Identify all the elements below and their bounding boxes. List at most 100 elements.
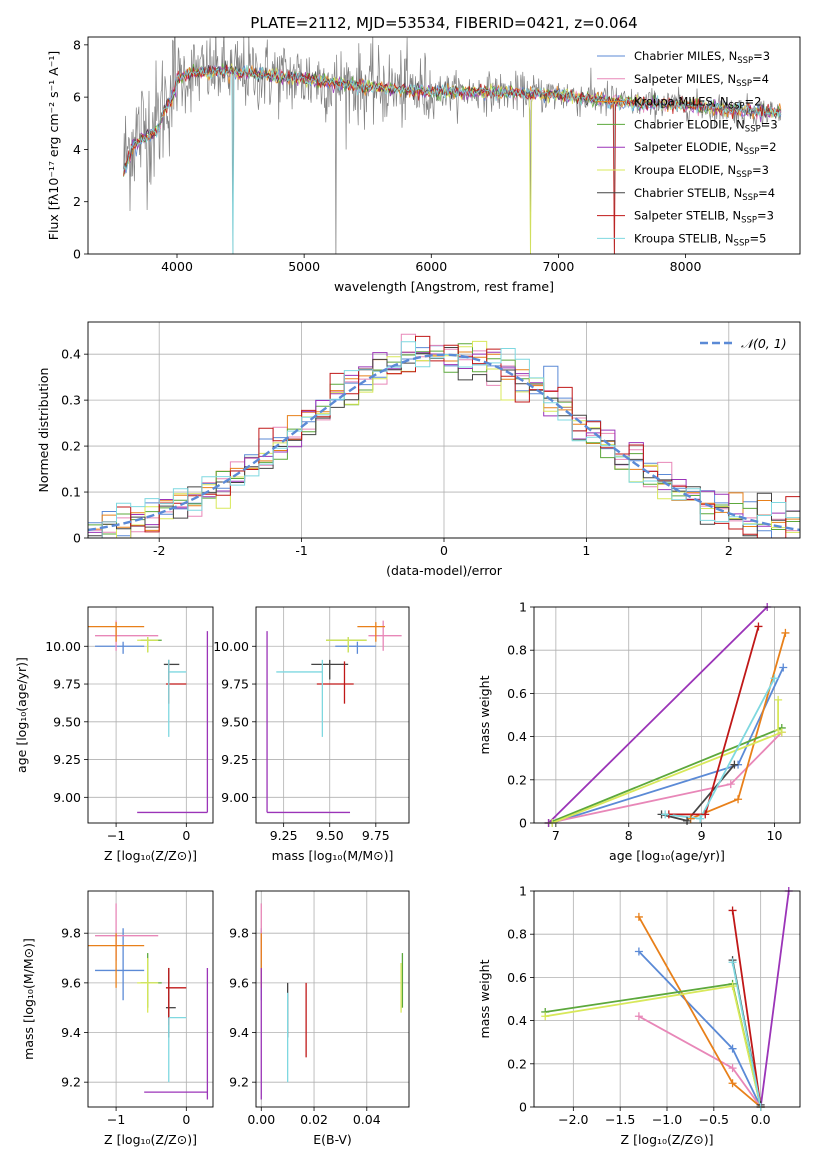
- weight-marker: [734, 795, 743, 804]
- weight-marker: [728, 1064, 737, 1073]
- grid: [256, 891, 409, 1107]
- y-tick-label: 9.00: [221, 790, 249, 805]
- y-axis-label: Flux [fλ10⁻¹⁷ erg cm⁻² s⁻¹ A⁻¹]: [46, 51, 61, 240]
- x-tick-label: -1: [295, 543, 307, 558]
- weight-line: [690, 632, 787, 820]
- weight-marker: [781, 628, 790, 637]
- y-axis-label: mass weight: [477, 959, 492, 1038]
- weight-marker: [696, 814, 705, 823]
- y-tick-label: 0.3: [61, 393, 81, 408]
- weight-line: [665, 677, 776, 820]
- plot-area: [88, 903, 209, 1100]
- panel-residuals: -2 -1 0 1 2 0 0.1 0.2 0.3 0.4 (data-model)/error No…: [36, 321, 801, 578]
- weight-marker: [728, 906, 737, 915]
- legend-subscript: SSP: [737, 56, 753, 66]
- panel-weight_vs_age: 7 8 9 10 0 0.2 0.4 0.6 0.8 1 age [log₁₀(age/yr)] ma…: [477, 600, 801, 863]
- weight-line: [545, 984, 762, 1107]
- axes-frame: [87, 606, 214, 824]
- x-axis-label: Z [log₁₀(Z/Z⊙)]: [621, 1132, 714, 1147]
- plot-area: [88, 333, 800, 538]
- x-axis-label: Z [log₁₀(Z/Z⊙)]: [104, 848, 197, 863]
- y-tick-label: 9.00: [53, 790, 81, 805]
- x-tick-label: 2: [725, 543, 733, 558]
- x-axis-label: age [log₁₀(age/yr)]: [609, 848, 725, 863]
- grid: [88, 607, 213, 823]
- y-tick-label: 8: [73, 37, 81, 52]
- x-tick-label: 5000: [288, 259, 320, 274]
- y-tick-label: 9.2: [229, 1075, 249, 1090]
- figure-title: PLATE=2112, MJD=53534, FIBERID=0421, z=0…: [250, 14, 637, 32]
- x-tick-label: -2: [153, 543, 165, 558]
- y-axis-label: age [log₁₀(age/yr)]: [14, 657, 29, 773]
- legend-subscript: SSP: [734, 238, 750, 248]
- axes-frame: [87, 890, 214, 1108]
- y-tick-label: 10.00: [45, 639, 81, 654]
- legend-subscript: SSP: [736, 79, 752, 89]
- weight-marker: [728, 958, 737, 967]
- x-tick-label: 9.75: [362, 828, 390, 843]
- y-tick-label: 0.8: [507, 927, 527, 942]
- y-tick-label: 9.25: [221, 752, 249, 767]
- weight-marker: [774, 726, 783, 735]
- plot-area: [266, 620, 402, 814]
- legend-count: =2: [744, 95, 761, 109]
- x-tick-label: 0: [182, 1112, 190, 1127]
- y-tick-label: 0: [73, 247, 81, 262]
- weight-marker: [661, 810, 670, 819]
- plot-area: [260, 903, 404, 1100]
- panel-weight_vs_Z: −2.0 −1.5 −1.0 −0.5 0.0 0 0.2 0.4 0.6 0.8 1 Z [log₁…: [477, 884, 801, 1147]
- x-tick-label: 8: [625, 828, 633, 843]
- legend-count: =4: [758, 186, 775, 200]
- weight-marker: [774, 695, 783, 704]
- legend-count: =5: [749, 231, 766, 245]
- y-tick-label: 9.50: [53, 714, 81, 729]
- weight-line: [731, 910, 762, 1107]
- y-tick-label: 9.4: [229, 1025, 249, 1040]
- x-tick-label: 0.00: [247, 1112, 275, 1127]
- y-tick-label: 0.4: [61, 347, 81, 362]
- weight-marker: [634, 1012, 643, 1021]
- x-axis-label: wavelength [Angstrom, rest frame]: [334, 279, 554, 294]
- legend-label: Salpeter ELODIE, NSSP=2: [634, 140, 777, 157]
- legend-label: Salpeter STELIB, NSSP=3: [634, 209, 774, 226]
- legend-count: =2: [760, 140, 777, 154]
- grid: [88, 891, 213, 1107]
- plot-area: [547, 607, 787, 823]
- x-tick-label: 0.04: [353, 1112, 381, 1127]
- axes-frame: [255, 890, 410, 1108]
- y-tick-label: 0.2: [507, 1056, 527, 1071]
- x-tick-label: −1.0: [652, 1112, 682, 1127]
- weight-line: [548, 727, 783, 823]
- y-tick-label: 0: [519, 816, 527, 831]
- y-tick-label: 0.1: [61, 485, 81, 500]
- weight-marker: [701, 810, 710, 819]
- legend-count: =3: [757, 209, 774, 223]
- y-tick-label: 0.6: [507, 686, 527, 701]
- x-tick-label: 0: [440, 543, 448, 558]
- legend-count: =4: [752, 72, 769, 86]
- weight-marker: [634, 947, 643, 956]
- weight-marker: [754, 622, 763, 631]
- weight-marker: [728, 982, 737, 991]
- legend-label: Chabrier MILES, NSSP=3: [634, 49, 770, 66]
- axes-frame: [533, 606, 801, 824]
- x-tick-label: 7000: [543, 259, 575, 274]
- x-tick-label: 1: [582, 543, 590, 558]
- y-axis-label: Normed distribution: [36, 368, 51, 493]
- x-tick-label: 10: [767, 828, 783, 843]
- x-axis-label: E(B-V): [313, 1132, 352, 1147]
- y-axis-label: mass [log₁₀(M/M⊙)]: [21, 938, 36, 1060]
- x-axis-label: mass [log₁₀(M/M⊙)]: [272, 848, 394, 863]
- x-tick-label: −0.5: [699, 1112, 729, 1127]
- legend-count: =3: [761, 117, 778, 131]
- y-tick-label: 0.4: [507, 1013, 527, 1028]
- y-tick-label: 0: [519, 1100, 527, 1115]
- y-axis-label: mass weight: [477, 675, 492, 754]
- legend-label: Kroupa ELODIE, NSSP=3: [634, 163, 769, 180]
- weight-line: [668, 626, 760, 816]
- x-axis-label: (data-model)/error: [386, 563, 503, 578]
- y-tick-label: 9.6: [229, 975, 249, 990]
- panel-age_vs_Z: −1 0 9.00 9.25 9.50 9.75 10.00 Z [log₁₀(Z/Z⊙)] a…: [14, 606, 214, 863]
- panel-mass_vs_EBV: 0.00 0.02 0.04 9.2 9.4 9.6 9.8 E(B-V): [229, 890, 410, 1147]
